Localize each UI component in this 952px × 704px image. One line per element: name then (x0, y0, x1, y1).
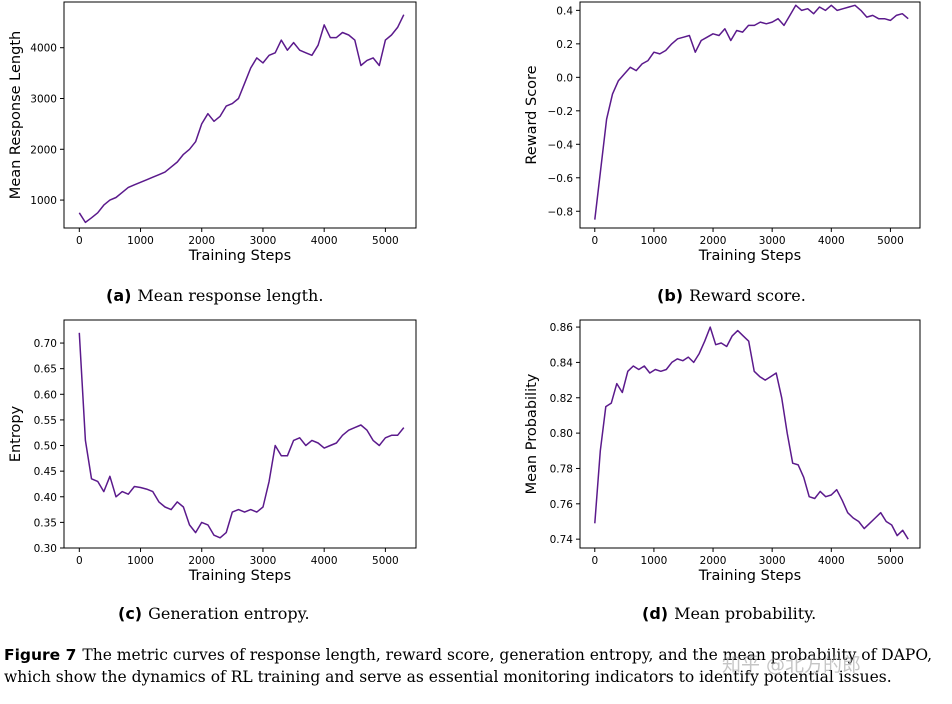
panel-a-caption-text: Mean response length. (137, 286, 324, 305)
y-tick-label: 0.86 (550, 322, 574, 334)
series-line (594, 4, 909, 220)
y-axis-label: Mean Response Length (8, 31, 24, 199)
x-tick-label: 5000 (372, 235, 399, 247)
panel-d-caption-text: Mean probability. (674, 604, 817, 623)
series-line (78, 14, 405, 224)
y-axis-label: Reward Score (524, 65, 540, 164)
x-tick-label: 4000 (818, 555, 845, 567)
y-tick-label: 4000 (30, 43, 57, 55)
chart-panel-3: 0 1000 2000 3000 4000 5000 0.74 0.76 0.78 0.80 0.8… (524, 319, 921, 584)
y-tick-label: 0.0 (556, 72, 573, 84)
x-tick-label: 4000 (311, 235, 338, 247)
y-tick-label: 0.82 (550, 393, 573, 405)
panel-b-label: (b) (657, 286, 684, 305)
y-tick-label: 0.65 (34, 364, 57, 376)
x-tick-label: 3000 (250, 235, 277, 247)
y-tick-label: 0.76 (550, 499, 574, 511)
x-tick-label: 1000 (127, 235, 154, 247)
x-tick-label: 1000 (641, 555, 668, 567)
y-tick-label: 2000 (30, 144, 57, 156)
x-tick-label: 3000 (759, 555, 786, 567)
x-tick-label: 5000 (877, 235, 904, 247)
y-tick-label: 0.55 (34, 415, 57, 427)
x-tick-label: 1000 (641, 235, 668, 247)
watermark: 知乎 @北方的郎 (722, 654, 862, 676)
y-tick-label: 0.2 (556, 39, 573, 51)
panel-b-caption-text: Reward score. (689, 286, 806, 305)
figure-caption: Figure 7 The metric curves of response le… (4, 644, 948, 688)
y-tick-label: −0.4 (548, 139, 574, 151)
y-axis-label: Mean Probability (524, 373, 540, 494)
x-tick-label: 3000 (250, 555, 277, 567)
y-tick-label: 0.80 (550, 428, 573, 440)
y-tick-label: 0.50 (34, 441, 57, 453)
x-tick-label: 5000 (372, 555, 399, 567)
x-axis-label: Training Steps (188, 568, 291, 584)
y-tick-label: 0.40 (34, 492, 57, 504)
x-tick-label: 4000 (818, 235, 845, 247)
y-tick-label: 0.4 (556, 5, 573, 17)
plot-frame (579, 319, 921, 549)
panel-b-caption: (b) Reward score. (657, 286, 806, 305)
x-axis-label: Training Steps (188, 248, 291, 264)
x-axis-label: Training Steps (698, 248, 801, 264)
series-line (78, 332, 405, 539)
series-line (594, 326, 909, 540)
x-tick-label: 0 (591, 235, 598, 247)
panel-a-caption: (a) Mean response length. (106, 286, 323, 305)
y-tick-label: 3000 (30, 93, 57, 105)
figure-caption-text: The metric curves of response length, re… (4, 646, 933, 686)
x-tick-label: 2000 (700, 555, 727, 567)
panel-d-label: (d) (642, 604, 669, 623)
y-tick-label: 0.35 (34, 517, 57, 529)
panel-d-caption: (d) Mean probability. (642, 604, 816, 623)
y-tick-label: 0.30 (34, 543, 57, 555)
y-tick-label: 0.45 (34, 466, 57, 478)
x-tick-label: 2000 (188, 555, 215, 567)
x-axis-label: Training Steps (698, 568, 801, 584)
y-tick-label: −0.8 (548, 206, 574, 218)
panel-c-caption: (c) Generation entropy. (118, 604, 310, 623)
y-tick-label: 0.78 (550, 463, 573, 475)
y-tick-label: 0.70 (34, 338, 57, 350)
y-axis-label: Entropy (8, 405, 24, 462)
plot-frame (579, 1, 921, 229)
x-tick-label: 4000 (311, 555, 338, 567)
x-tick-label: 3000 (759, 235, 786, 247)
y-tick-label: 1000 (30, 195, 57, 207)
chart-panel-0: 0 1000 2000 3000 4000 5000 1000 2000 3000 4000 Tra… (8, 1, 417, 264)
plot-frame (63, 1, 417, 229)
x-tick-label: 0 (76, 555, 83, 567)
y-tick-label: 0.60 (34, 389, 57, 401)
panel-c-label: (c) (118, 604, 143, 623)
x-tick-label: 5000 (877, 555, 904, 567)
plot-frame (63, 319, 417, 549)
chart-panel-1: 0 1000 2000 3000 4000 5000 −0.8 −0.6 −0.4 −0.2 0.0… (524, 1, 921, 264)
x-tick-label: 2000 (700, 235, 727, 247)
panel-c-caption-text: Generation entropy. (148, 604, 310, 623)
x-tick-label: 0 (591, 555, 598, 567)
y-tick-label: −0.6 (548, 173, 574, 185)
x-tick-label: 0 (76, 235, 83, 247)
y-tick-label: 0.84 (550, 357, 574, 369)
y-tick-label: −0.2 (548, 106, 574, 118)
x-tick-label: 1000 (127, 555, 154, 567)
x-tick-label: 2000 (188, 235, 215, 247)
figure-label: Figure 7 (4, 646, 77, 664)
chart-panel-2: 0 1000 2000 3000 4000 5000 0.30 0.35 0.40 0.45 0.5… (8, 319, 417, 584)
y-tick-label: 0.74 (550, 534, 574, 546)
panel-a-label: (a) (106, 286, 132, 305)
